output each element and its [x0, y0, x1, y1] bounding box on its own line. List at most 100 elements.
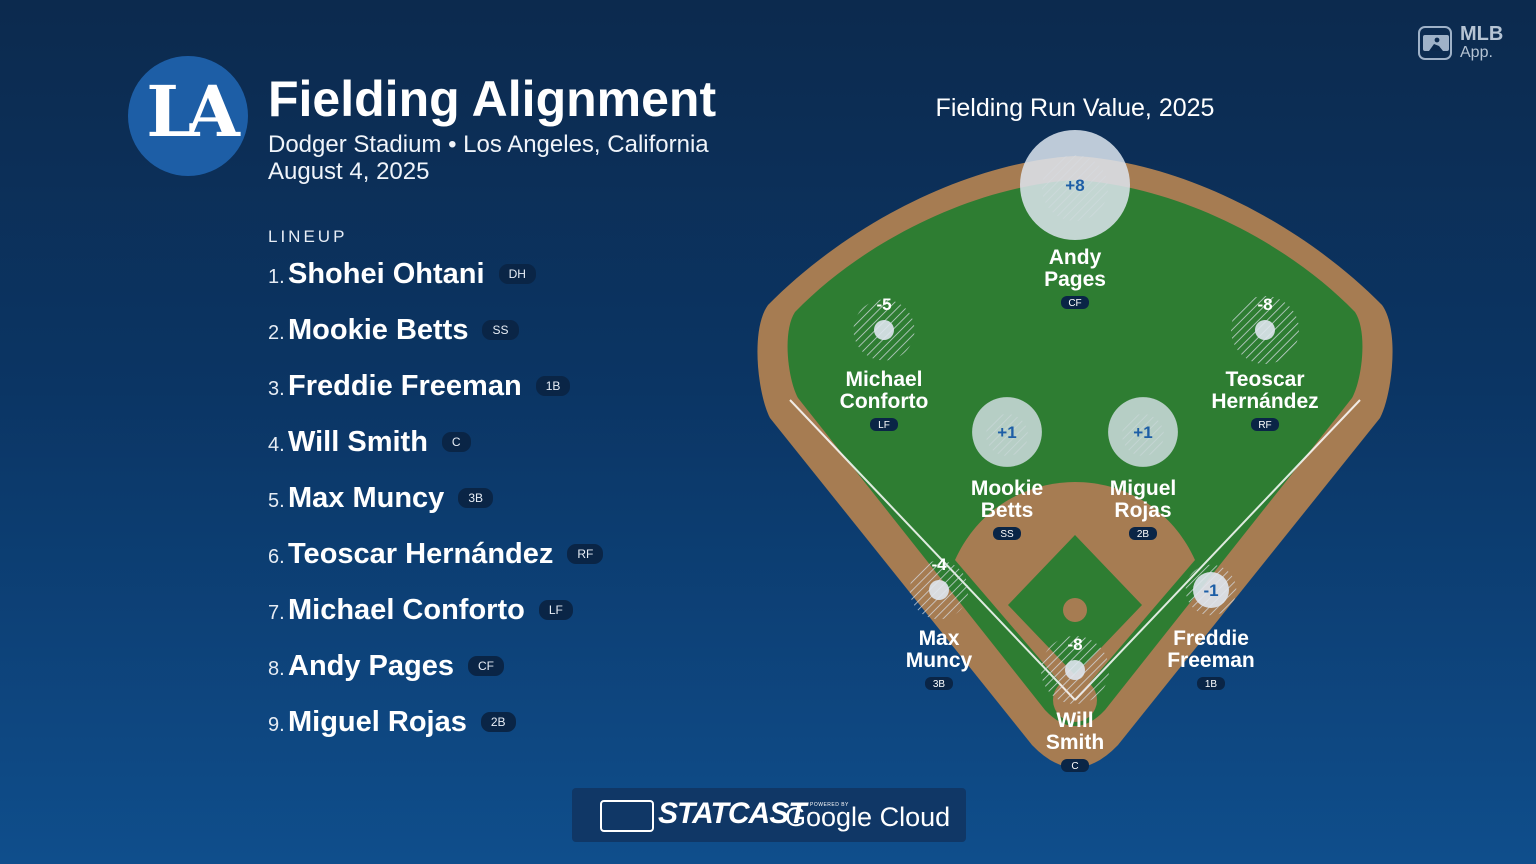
frv-hatch — [986, 414, 1028, 456]
fielder-first-name: Max — [919, 627, 960, 650]
lineup-item: 3. Freddie Freeman 1B — [268, 370, 603, 426]
fielder-first-name: Mookie — [971, 477, 1043, 500]
fielder-pos-badge — [1061, 759, 1089, 772]
dodgers-logo: LA — [128, 56, 248, 176]
frv-value: -5 — [876, 295, 891, 314]
position-badge: 2B — [480, 712, 516, 732]
position-badge: 3B — [458, 488, 494, 508]
mlb-app-badge: MLB App. — [1418, 24, 1514, 66]
fielder-pos-label: CF — [1068, 298, 1081, 309]
dodgers-logo-text: LA — [146, 70, 240, 153]
pitchers-mound — [1063, 598, 1087, 622]
lineup-number: 4. — [268, 434, 285, 456]
lineup-item: 4. Will Smith C — [268, 426, 603, 482]
foul-line-right — [1074, 399, 1361, 701]
venue-text: Dodger Stadium • Los Angeles, California — [268, 131, 709, 158]
frv-core-dot — [1255, 320, 1275, 340]
page-title: Fielding Alignment — [268, 71, 717, 127]
position-badge: LF — [538, 600, 573, 620]
frv-value: +1 — [1133, 423, 1152, 442]
lineup-list: 1. Shohei Ohtani DH 2. Mookie Betts SS 3. Fre… — [268, 258, 604, 762]
lineup-item: 1. Shohei Ohtani DH — [268, 258, 603, 314]
fielder-first-name: Andy — [1049, 246, 1102, 269]
frv-core-dot — [1065, 660, 1085, 680]
foul-line-left — [789, 399, 1076, 701]
position-badge: RF — [567, 544, 604, 564]
fielder-last-name: Freeman — [1167, 649, 1255, 672]
lineup-number: 2. — [268, 322, 285, 344]
fielder-last-name: Pages — [1044, 268, 1106, 291]
mlb-logo-icon — [1418, 26, 1452, 60]
lineup-player-name: Will Smith — [288, 426, 428, 458]
outfield-grass — [787, 180, 1363, 726]
statcast-banner: STATCAST POWERED BY Google Cloud — [572, 788, 966, 842]
frv-core-dot — [1193, 572, 1229, 608]
lineup-number: 9. — [268, 714, 285, 736]
position-badge: 1B — [535, 376, 571, 396]
lineup-number: 1. — [268, 266, 285, 288]
fielder-pos-label: SS — [1000, 529, 1014, 540]
frv-value: -8 — [1067, 635, 1082, 654]
frv-core-dot — [874, 320, 894, 340]
lineup-player-name: Teoscar Hernández — [288, 538, 554, 570]
fielder-last-name: Betts — [981, 499, 1034, 522]
lineup-number: 7. — [268, 602, 285, 624]
frv-value: +1 — [997, 423, 1016, 442]
fielder-pos-badge — [925, 677, 953, 690]
fielder-pos-label: 2B — [1137, 529, 1150, 540]
fielder-last-name: Rojas — [1114, 499, 1171, 522]
fielder-pos-label: 1B — [1205, 679, 1218, 690]
frv-value: -1 — [1203, 581, 1218, 600]
fielder-last-name: Conforto — [840, 390, 929, 413]
lineup-number: 5. — [268, 490, 285, 512]
lineup-player-name: Freddie Freeman — [288, 370, 522, 402]
lineup-number: 6. — [268, 546, 285, 568]
frv-hatch — [1122, 414, 1164, 456]
lineup-player-name: Michael Conforto — [288, 594, 525, 626]
position-badge: SS — [482, 320, 519, 340]
lineup-player-name: Miguel Rojas — [288, 706, 467, 738]
fielder-pos-badge — [1129, 527, 1157, 540]
lineup-number: 3. — [268, 378, 285, 400]
lineup-number: 8. — [268, 658, 285, 680]
fielder-last-name: Smith — [1046, 731, 1104, 754]
fielder-pos-badge — [1061, 296, 1089, 309]
fielder-pos-badge — [870, 418, 898, 431]
fielder-pos-badge — [993, 527, 1021, 540]
lineup-player-name: Max Muncy — [288, 482, 445, 514]
mlb-logo-icon — [600, 800, 654, 832]
lineup-item: 8. Andy Pages CF — [268, 650, 603, 706]
lineup-item: 9. Miguel Rojas 2B — [268, 706, 603, 762]
fielder-pos-label: LF — [878, 420, 890, 431]
lineup-heading: LINEUP — [268, 227, 348, 246]
fielder-first-name: Michael — [845, 368, 922, 391]
lineup-item: 7. Michael Conforto LF — [268, 594, 603, 650]
fielder-first-name: Miguel — [1110, 477, 1177, 500]
mlb-app-sublabel: App. — [1460, 44, 1493, 61]
mlb-app-label: MLB — [1460, 23, 1504, 45]
lineup-player-name: Mookie Betts — [288, 314, 469, 346]
statcast-wordmark: STATCAST — [658, 797, 807, 830]
position-badge: DH — [498, 264, 536, 284]
fielder-last-name: Hernández — [1211, 390, 1318, 413]
fielder-first-name: Freddie — [1173, 627, 1249, 650]
fielder-pos-label: 3B — [933, 679, 946, 690]
fielder-first-name: Will — [1056, 709, 1093, 732]
fielder-first-name: Teoscar — [1226, 368, 1305, 391]
fielder-pos-label: RF — [1258, 420, 1271, 431]
google-cloud-wordmark: Google Cloud — [785, 802, 951, 832]
fielder-pos-badge — [1251, 418, 1279, 431]
frv-value: +8 — [1065, 176, 1084, 195]
position-badge: CF — [468, 656, 504, 676]
position-badge: C — [441, 432, 471, 452]
powered-by-label: POWERED BY — [810, 802, 849, 808]
frv-value: -4 — [931, 555, 947, 574]
lineup-item: 2. Mookie Betts SS — [268, 314, 603, 370]
